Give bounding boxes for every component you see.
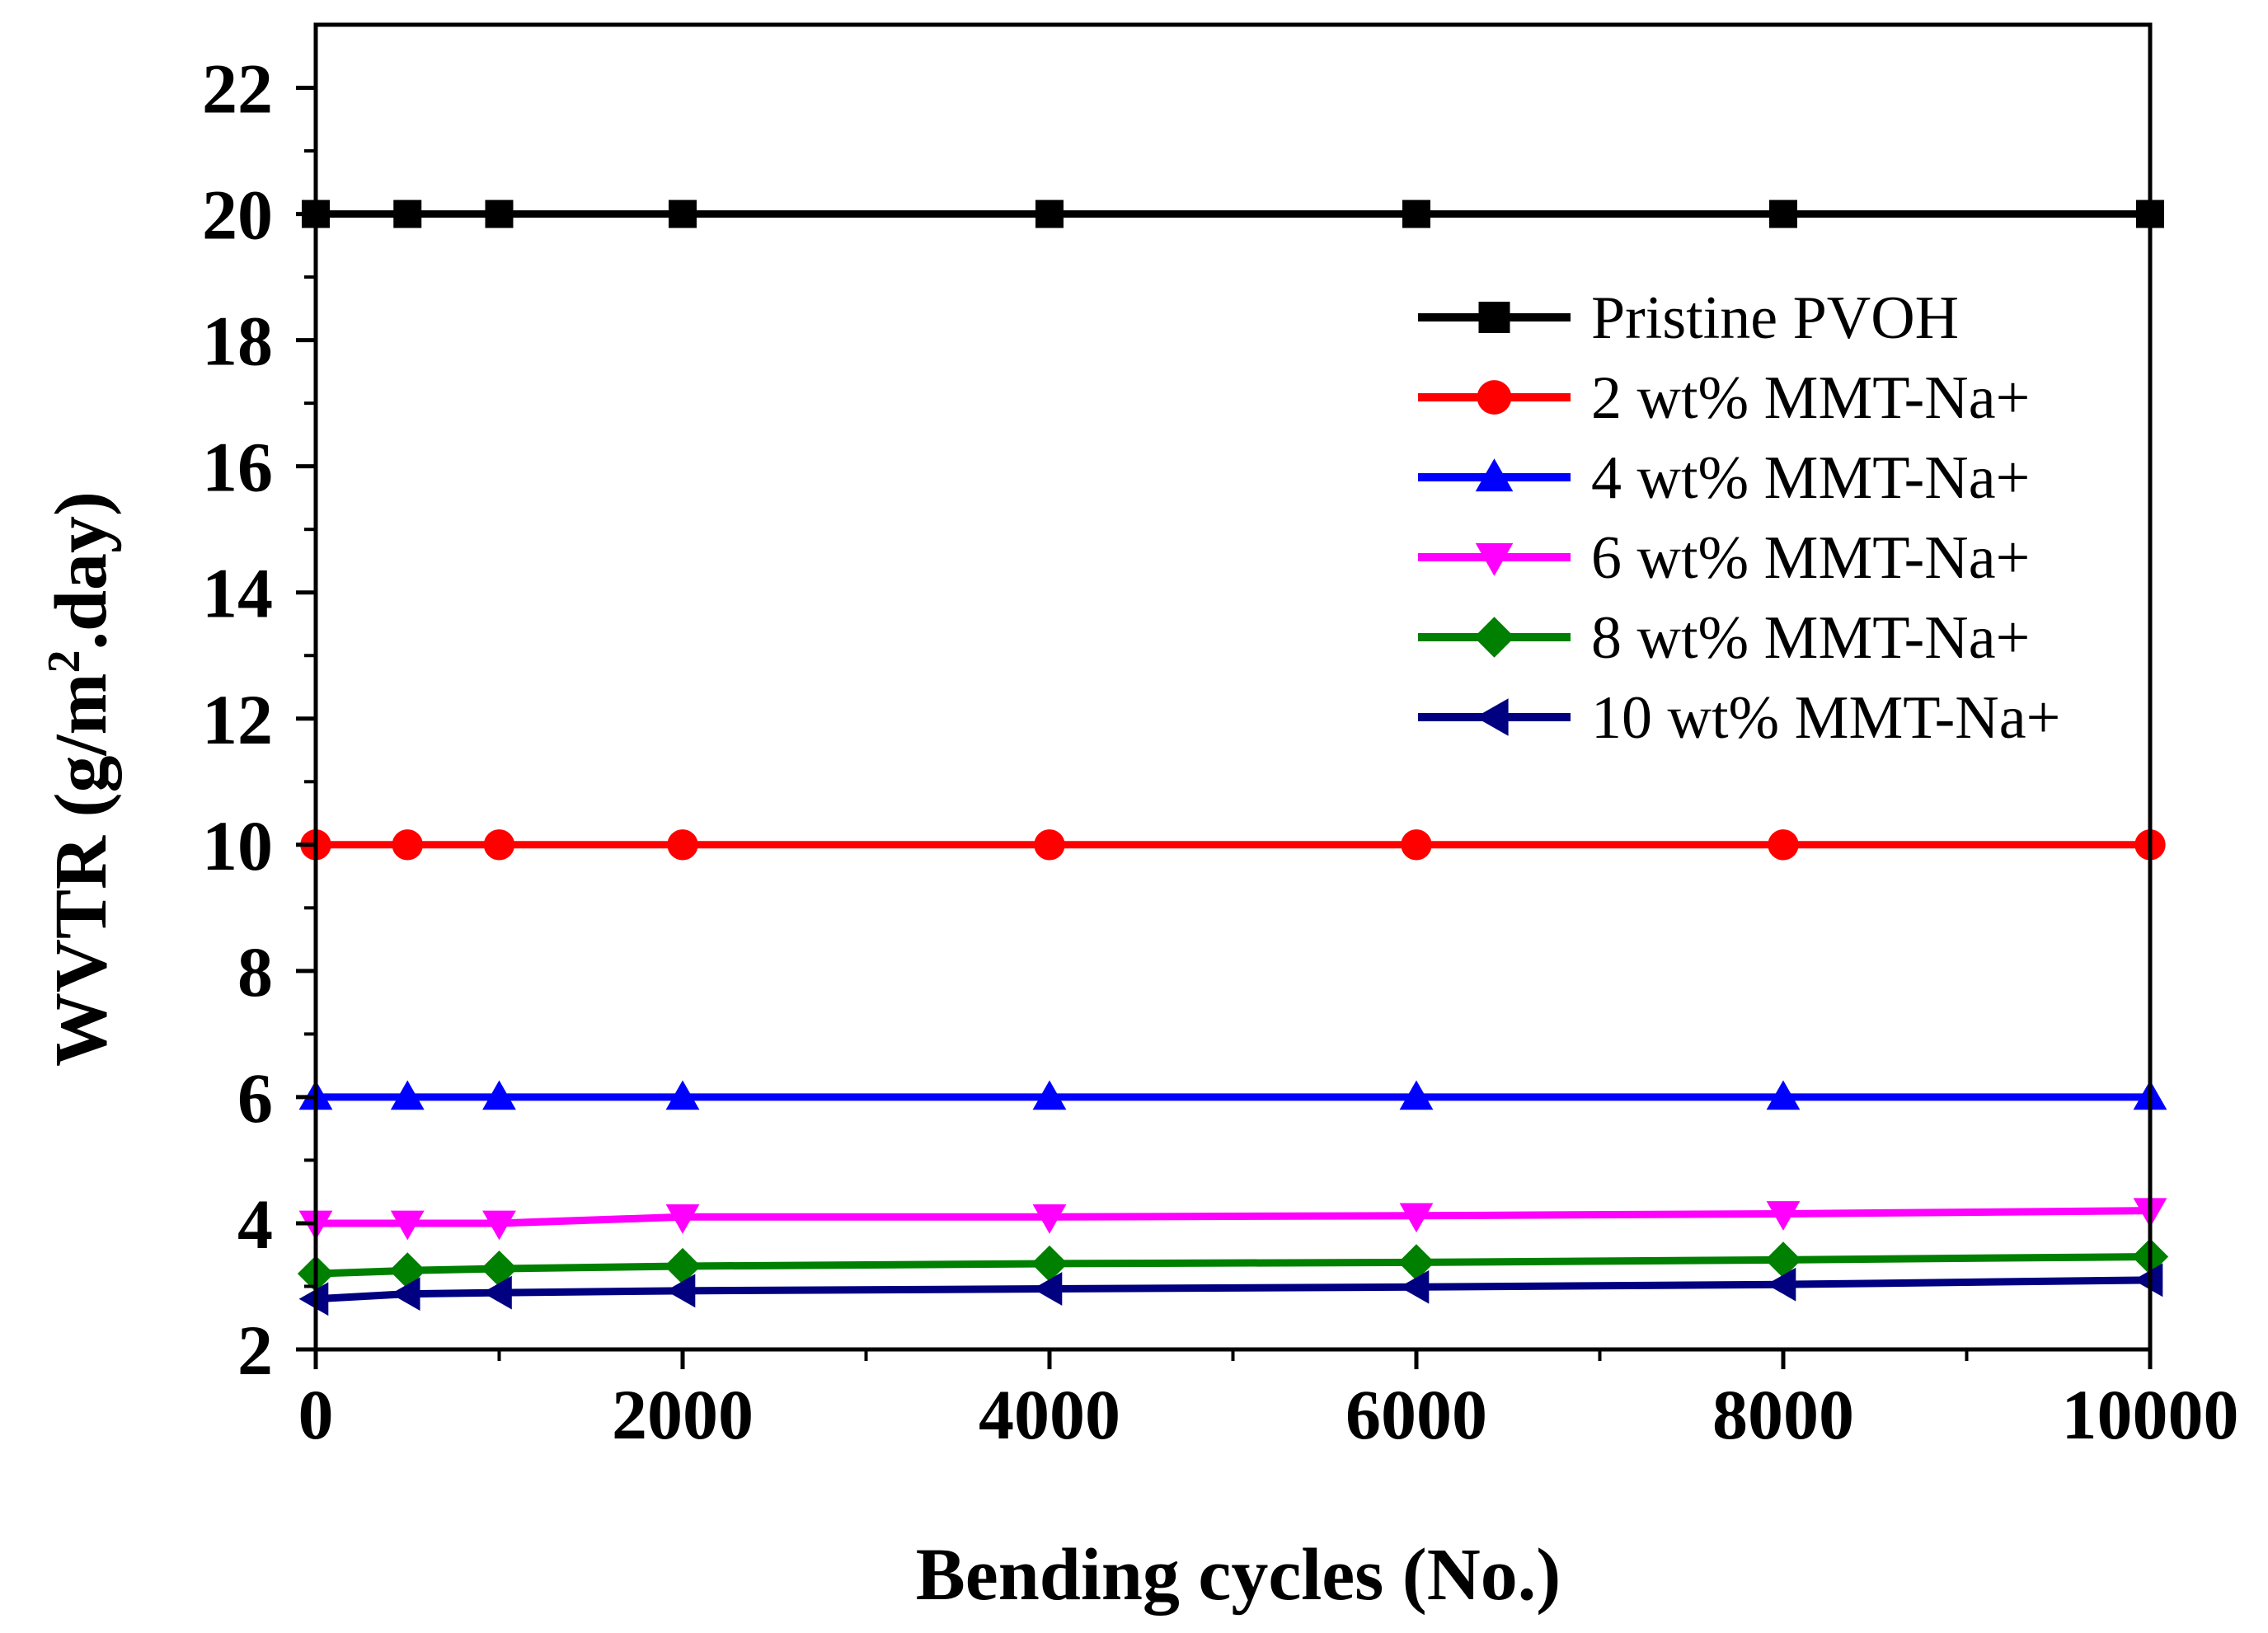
legend-label: 8 wt% MMT-Na+ (1591, 604, 2030, 672)
y-axis-title-main: WVTR (g/m (40, 673, 122, 1067)
data-point (1766, 1267, 1796, 1302)
series-6 (298, 1263, 2163, 1316)
y-tick-label: 8 (237, 932, 273, 1011)
legend-item: 4 wt% MMT-Na+ (1418, 444, 2030, 512)
series-2 (300, 829, 2166, 861)
legend-label: 2 wt% MMT-Na+ (1591, 364, 2030, 432)
y-tick-label: 12 (202, 680, 273, 759)
legend-label: 4 wt% MMT-Na+ (1591, 444, 2030, 512)
data-point (1032, 1204, 1067, 1234)
data-point (482, 1080, 516, 1110)
data-point (1035, 199, 1064, 228)
y-tick-label: 22 (202, 49, 273, 129)
data-point (1032, 1080, 1067, 1110)
data-point (1768, 829, 1799, 861)
legend-item: 6 wt% MMT-Na+ (1418, 524, 2030, 592)
y-tick-label: 4 (237, 1185, 273, 1264)
x-tick-label: 0 (298, 1375, 334, 1454)
x-tick-label: 6000 (1345, 1375, 1487, 1454)
legend-label: Pristine PVOH (1591, 284, 1959, 352)
y-tick-label: 20 (202, 176, 273, 255)
legend-item: 8 wt% MMT-Na+ (1418, 604, 2030, 672)
series-line (315, 1276, 2151, 1303)
y-axis-title-tail: .day) (40, 491, 122, 650)
legend: Pristine PVOH 2 wt% MMT-Na+ 4 wt% MMT-Na+ 6… (1418, 284, 2060, 752)
x-tick-label: 2000 (612, 1375, 754, 1454)
data-point (1764, 1241, 1802, 1279)
data-point (390, 1210, 425, 1241)
x-tick-label: 8000 (1712, 1375, 1854, 1454)
data-point (1397, 1244, 1435, 1281)
data-point (665, 1274, 696, 1308)
data-point (1031, 1245, 1068, 1283)
data-point (481, 1250, 518, 1288)
y-tick-label: 6 (237, 1058, 273, 1138)
y-axis-title-sup: 2 (39, 650, 90, 673)
data-point (1766, 1080, 1801, 1110)
legend-marker (1475, 458, 1514, 492)
data-point (485, 199, 514, 228)
x-axis-title: Bending cycles (No.) (916, 1534, 1561, 1616)
legend-item: 2 wt% MMT-Na+ (1418, 364, 2030, 432)
y-axis-title: WVTR (g/m2.day) (39, 491, 122, 1067)
legend-label: 10 wt% MMT-Na+ (1591, 684, 2060, 752)
y-tick-label: 16 (202, 428, 273, 507)
data-point (1769, 199, 1797, 228)
axes-layer: 0 2000 4000 6000 8000 10000 2 4 6 8 10 12 14 16 18 20 22 (202, 22, 2239, 1454)
legend-item: Pristine PVOH (1418, 284, 1959, 352)
data-point (1034, 829, 1065, 861)
data-point (669, 199, 697, 228)
legend-marker (1477, 380, 1512, 415)
y-tick-label: 10 (202, 806, 273, 885)
legend-marker (1475, 542, 1514, 576)
series-4 (298, 1198, 2167, 1241)
data-point (665, 1204, 700, 1234)
legend-marker (1478, 302, 1510, 333)
data-point (482, 1210, 516, 1241)
data-point (1401, 829, 1432, 861)
data-point (390, 1080, 425, 1110)
data-point (1399, 1203, 1434, 1233)
series-line (316, 1207, 2151, 1227)
data-point (1399, 1080, 1434, 1110)
data-point (389, 1252, 426, 1289)
data-point (1399, 1269, 1430, 1304)
legend-item: 10 wt% MMT-Na+ (1418, 684, 2060, 752)
data-point (664, 1247, 702, 1285)
legend-marker (1473, 617, 1515, 658)
data-point (667, 829, 698, 861)
series-line (315, 1253, 2151, 1278)
data-point (1766, 1201, 1801, 1231)
y-tick-label: 14 (202, 554, 273, 633)
legend-label: 6 wt% MMT-Na+ (1591, 524, 2030, 592)
data-point (298, 1282, 329, 1316)
data-point (390, 1277, 420, 1312)
legend-marker (1475, 698, 1509, 736)
data-point (2133, 1263, 2163, 1297)
x-tick-label: 4000 (979, 1375, 1120, 1454)
series-5 (297, 1238, 2169, 1293)
data-point (483, 829, 515, 861)
y-tick-label: 2 (237, 1311, 273, 1390)
series-1 (302, 199, 2164, 228)
data-point (392, 829, 423, 861)
series-3 (298, 1080, 2167, 1110)
data-point (1032, 1272, 1063, 1306)
y-tick-label: 18 (202, 302, 273, 381)
data-point (393, 199, 422, 228)
data-point (1402, 199, 1430, 228)
data-point (482, 1275, 512, 1310)
x-tick-label: 10000 (2062, 1375, 2239, 1454)
data-point (665, 1080, 700, 1110)
